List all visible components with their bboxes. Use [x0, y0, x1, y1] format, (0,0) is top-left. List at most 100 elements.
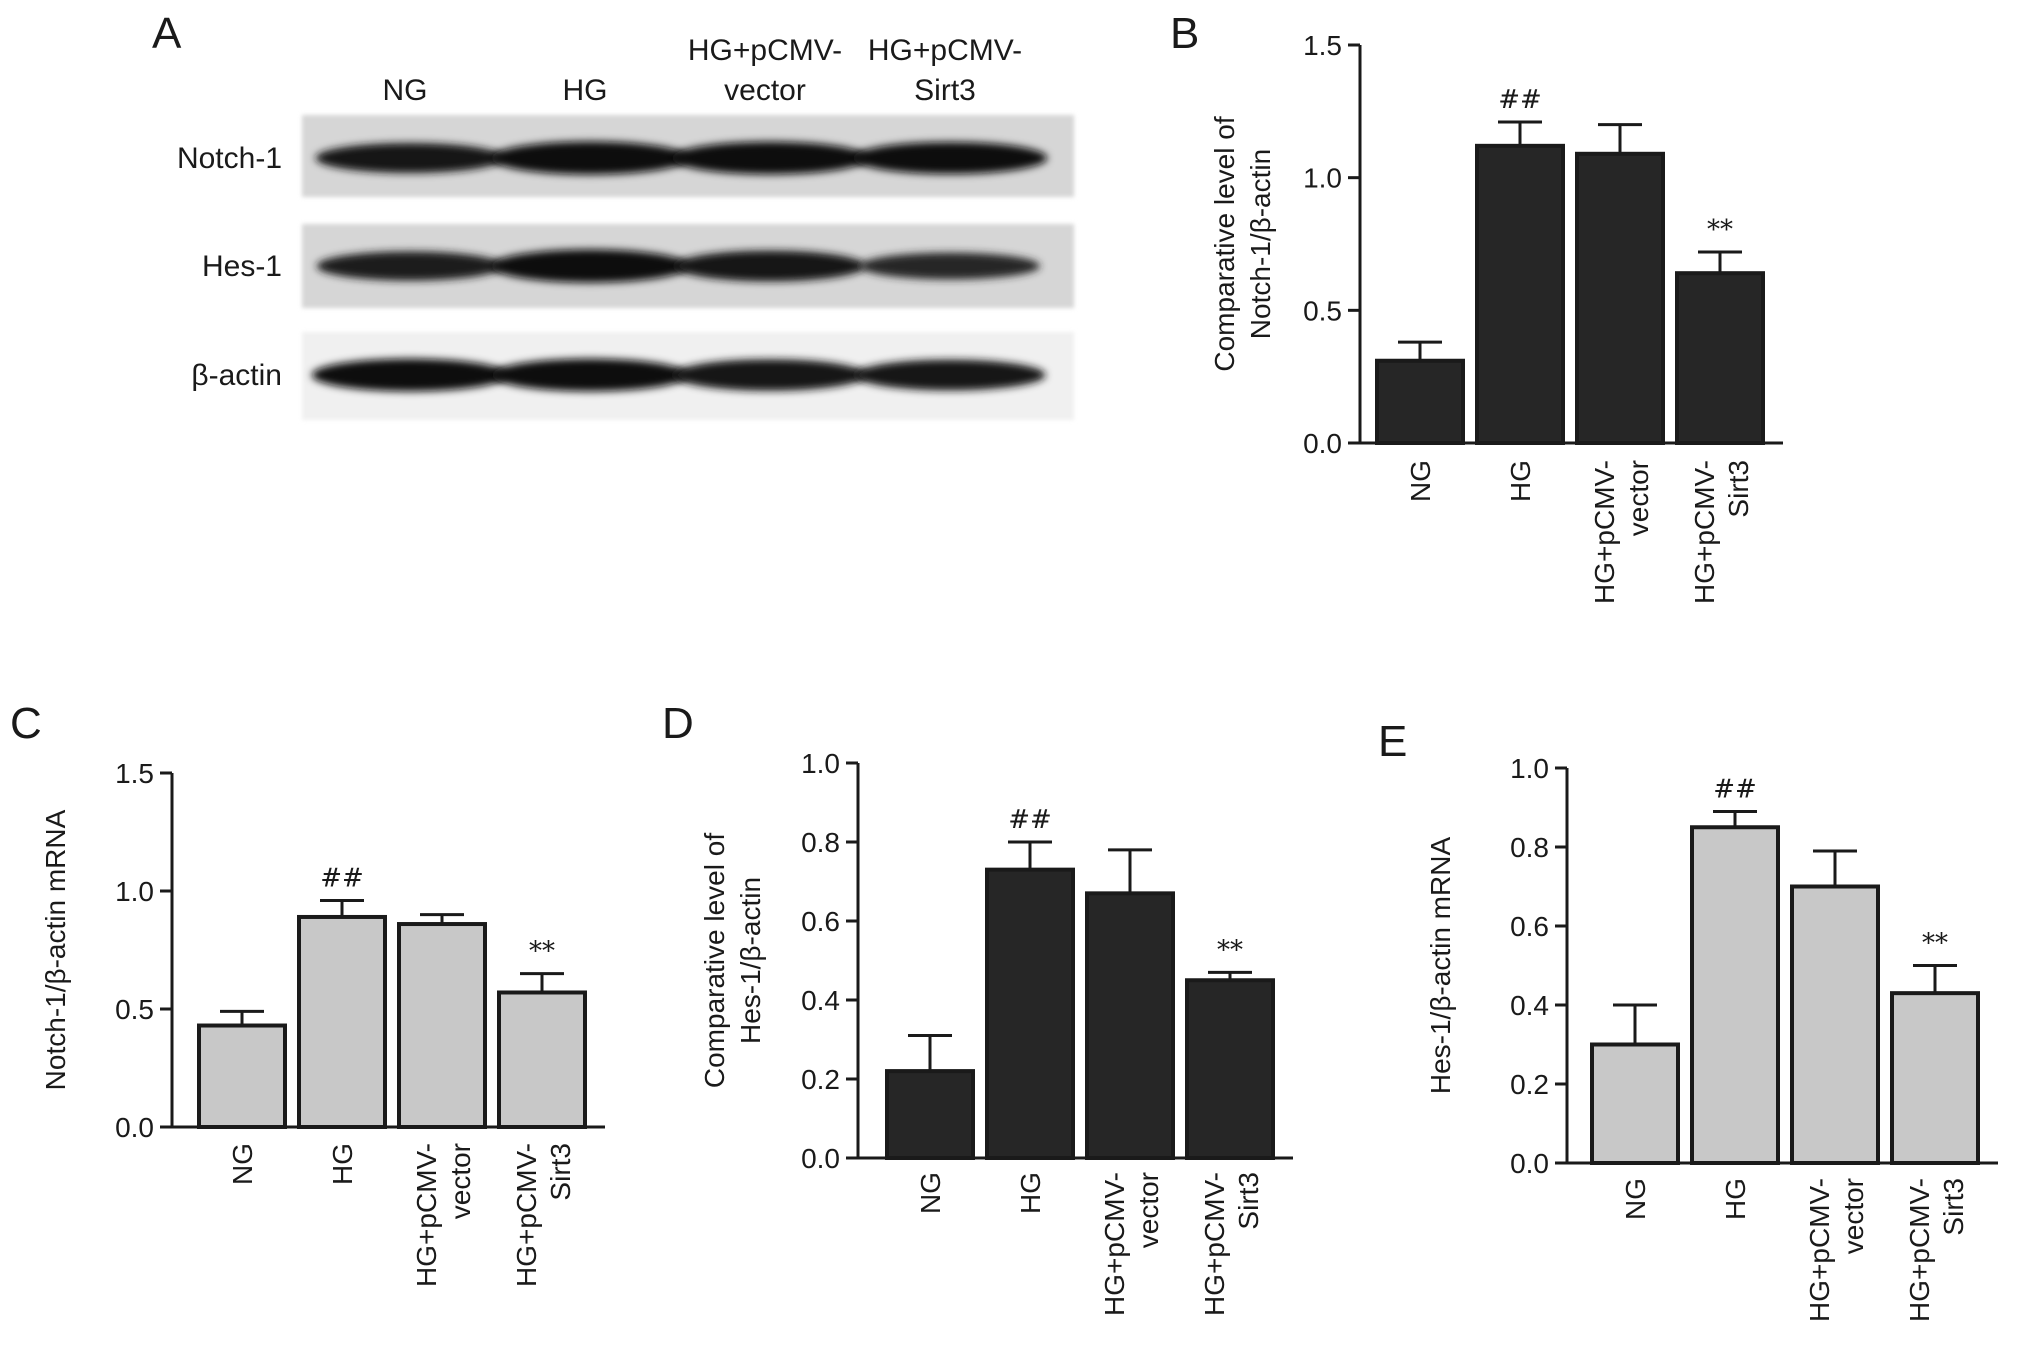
bar-0	[197, 1023, 287, 1130]
category-label-2: vector	[1838, 1178, 1869, 1254]
category-label-2: vector	[1623, 460, 1654, 536]
blot-band-2-1	[491, 358, 689, 392]
significance-mark-1: ##	[320, 863, 364, 893]
bar-3	[1185, 978, 1275, 1160]
y-tick-label: 0.0	[1510, 1148, 1549, 1179]
panel-e-letter: E	[1378, 717, 1407, 766]
significance-mark-1: ##	[1008, 805, 1052, 835]
category-label-2: HG+pCMV-	[411, 1143, 442, 1287]
bar-2	[397, 922, 487, 1129]
significance-mark-1: ##	[1713, 774, 1757, 804]
category-label-3: HG+pCMV-	[511, 1143, 542, 1287]
lane-labels: NG HG HG+pCMV-vector HG+pCMV- Sirt3	[383, 34, 1023, 107]
bar-2	[1575, 151, 1665, 446]
category-label-3: Sirt3	[1938, 1178, 1969, 1236]
category-label-3: HG+pCMV-	[1689, 460, 1720, 604]
significance-mark-3: **	[1217, 935, 1243, 965]
y-axis-label: Comparative level of	[699, 833, 730, 1088]
lane-label-3: HG+pCMV-	[868, 34, 1022, 67]
category-label-3: HG+pCMV-	[1904, 1178, 1935, 1322]
category-label-1: HG	[327, 1143, 358, 1185]
bar-1	[985, 867, 1075, 1161]
bar-3	[1890, 991, 1980, 1166]
blot-row-0: Notch-1	[177, 115, 1074, 197]
y-tick-label: 1.0	[115, 876, 154, 907]
category-label-3: Sirt3	[1723, 460, 1754, 518]
y-tick-label: 1.0	[1510, 753, 1549, 784]
y-tick-label: 0.2	[801, 1064, 840, 1095]
significance-mark-1: ##	[1498, 85, 1542, 115]
panel-a-letter: A	[152, 9, 182, 58]
category-label-2: HG+pCMV-	[1099, 1172, 1130, 1316]
category-label-0: NG	[915, 1172, 946, 1214]
category-label-3: Sirt3	[1233, 1172, 1264, 1230]
bar-0	[1375, 358, 1465, 446]
panel-d-letter: D	[662, 699, 694, 748]
category-label-2: HG+pCMV-	[1804, 1178, 1835, 1322]
y-tick-label: 0.0	[115, 1112, 154, 1143]
blot-band-1-0	[316, 251, 504, 281]
blot-band-1-2	[674, 250, 866, 282]
blot-row-2: β-actin	[191, 332, 1074, 420]
y-tick-label: 1.5	[115, 758, 154, 789]
category-label-2: HG+pCMV-	[1589, 460, 1620, 604]
y-axis-label: Notch-1/β-actin mRNA	[40, 809, 71, 1090]
lane-label-2: HG+pCMV-	[688, 34, 842, 67]
y-axis-label: Hes-1/β-actin	[735, 877, 766, 1044]
bar-2	[1790, 884, 1880, 1165]
y-tick-label: 0.8	[801, 827, 840, 858]
lane-label-3-line2: Sirt3	[914, 74, 976, 107]
y-tick-label: 0.4	[801, 985, 840, 1016]
y-axis-label: Notch-1/β-actin	[1245, 149, 1276, 339]
category-label-3: Sirt3	[545, 1143, 576, 1201]
y-tick-label: 1.0	[801, 748, 840, 779]
category-label-0: NG	[1405, 460, 1436, 502]
significance-mark-3: **	[529, 937, 555, 967]
category-label-1: HG	[1720, 1178, 1751, 1220]
bar-1	[1475, 143, 1565, 445]
category-label-1: HG	[1015, 1172, 1046, 1214]
y-tick-label: 0.4	[1510, 990, 1549, 1021]
panel-b-chart: B 0.0 0.5 1.0 1.5 Comparative level of Notch-1…	[1170, 9, 1783, 604]
blot-row-label-0: Notch-1	[177, 142, 282, 175]
panel-e-chart: E 0.0 0.2 0.4 0.6 0.8 1.0 Hes-1/β-actin mRNA NG #…	[1378, 717, 1998, 1322]
y-axis-label: Hes-1/β-actin mRNA	[1425, 837, 1456, 1095]
bar-1	[297, 914, 387, 1130]
panel-b-letter: B	[1170, 9, 1199, 58]
bar-3	[497, 990, 587, 1129]
bar-0	[885, 1069, 975, 1160]
y-tick-label: 1.0	[1303, 163, 1342, 194]
blot-row-label-1: Hes-1	[202, 250, 282, 283]
blot-band-0-0	[315, 143, 505, 173]
panel-c-letter: C	[10, 699, 42, 748]
bar-2	[1085, 891, 1175, 1160]
category-label-2: vector	[445, 1143, 476, 1219]
category-label-0: NG	[227, 1143, 258, 1185]
y-tick-label: 0.2	[1510, 1069, 1549, 1100]
lane-label-2-line2: vector	[724, 74, 806, 107]
y-tick-label: 0.5	[115, 994, 154, 1025]
category-label-0: NG	[1620, 1178, 1651, 1220]
y-axis-label: Comparative level of	[1209, 116, 1240, 371]
blot-row-1: Hes-1	[202, 224, 1074, 308]
blot-band-2-2	[673, 359, 867, 391]
blot-band-2-3	[854, 359, 1046, 391]
y-tick-label: 0.5	[1303, 295, 1342, 326]
bar-1	[1690, 825, 1780, 1165]
lane-label-0: NG	[383, 74, 428, 107]
blot-band-1-1	[491, 249, 689, 283]
blot-band-2-0	[311, 358, 509, 392]
blot-band-1-3	[859, 252, 1041, 280]
blot-band-0-3	[852, 141, 1048, 175]
y-tick-label: 0.6	[1510, 911, 1549, 942]
blot-band-0-2	[671, 141, 869, 175]
panel-c-chart: C 0.0 0.5 1.0 1.5 Notch-1/β-actin mRNA NG ## HG H…	[10, 699, 605, 1287]
category-label-2: vector	[1133, 1172, 1164, 1248]
category-label-3: HG+pCMV-	[1199, 1172, 1230, 1316]
blot-row-label-2: β-actin	[191, 359, 282, 392]
category-label-1: HG	[1505, 460, 1536, 502]
y-tick-label: 1.5	[1303, 30, 1342, 61]
lane-label-1: HG	[563, 74, 608, 107]
